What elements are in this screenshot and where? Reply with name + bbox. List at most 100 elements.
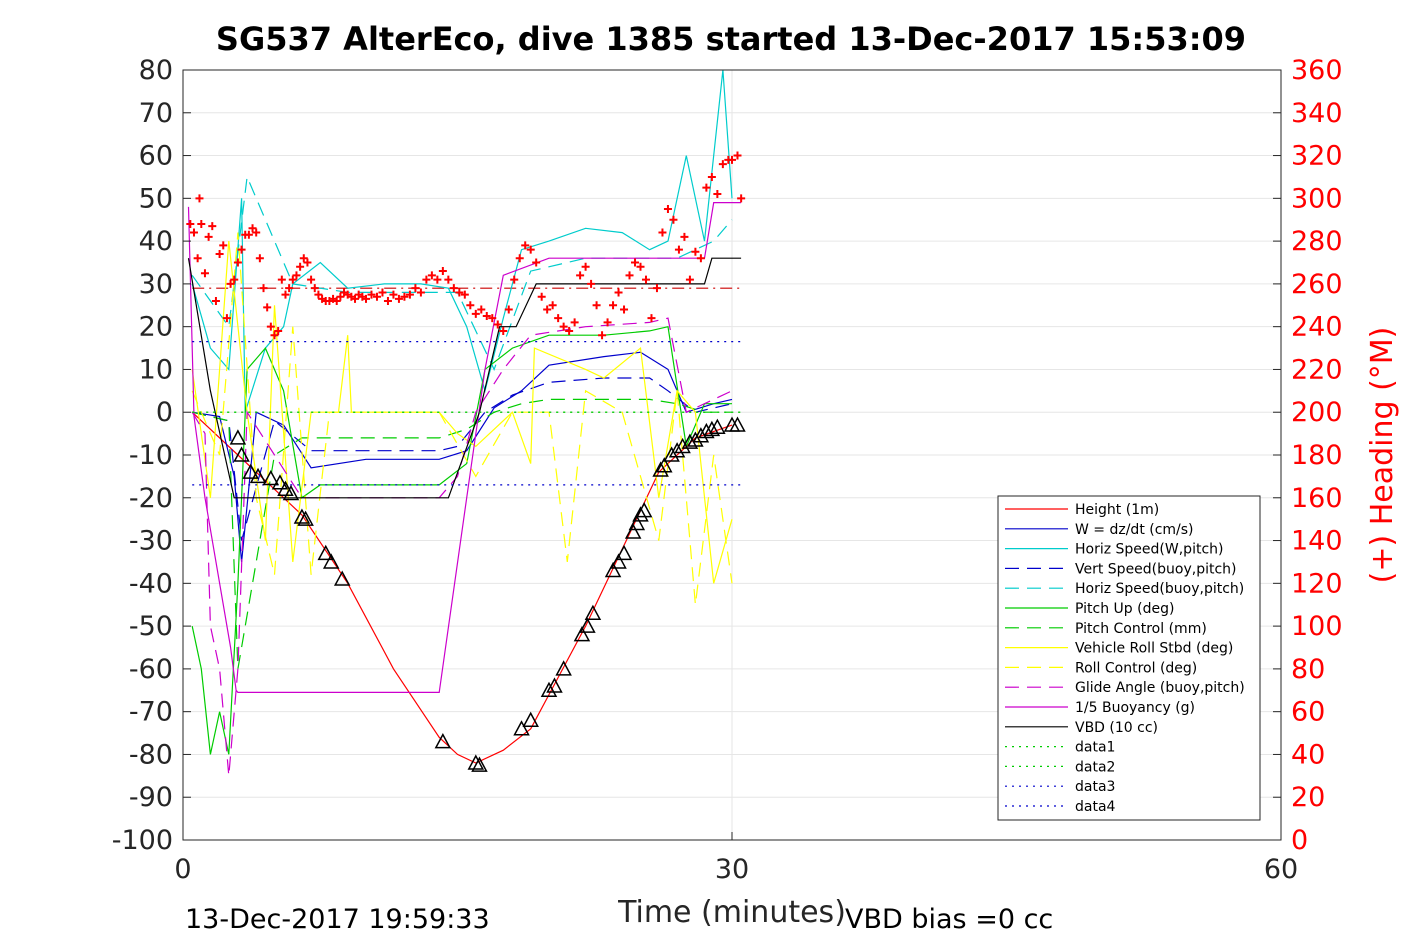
- heading-point: [603, 318, 612, 327]
- depth-marker: [668, 442, 686, 458]
- heading-point: [248, 224, 257, 233]
- y-tick-label: 30: [139, 269, 173, 300]
- y-right-tick-label: 300: [1291, 183, 1343, 214]
- depth-marker: [698, 422, 715, 439]
- series-line-6: [192, 398, 732, 670]
- heading-point: [685, 275, 694, 284]
- depth-marker: [271, 474, 289, 490]
- heading-point: [427, 271, 436, 280]
- y-tick-label: 70: [139, 98, 173, 129]
- heading-point: [208, 222, 217, 231]
- legend-label: Height (1m): [1075, 502, 1159, 518]
- depth-marker: [540, 681, 558, 698]
- heading-point: [449, 284, 458, 293]
- legend-label: 1/5 Buoyancy (g): [1075, 700, 1195, 716]
- heading-point: [394, 294, 403, 303]
- heading-point: [378, 288, 387, 297]
- series-line-2: [191, 70, 733, 413]
- legend-label: Pitch Control (mm): [1075, 621, 1207, 637]
- heading-point: [493, 320, 502, 329]
- heading-point: [592, 301, 601, 310]
- depth-marker: [687, 431, 704, 447]
- chart-title: SG537 AlterEco, dive 1385 started 13-Dec…: [216, 20, 1246, 58]
- depth-marker: [522, 711, 539, 727]
- heading-point: [532, 258, 541, 267]
- heading-point: [292, 271, 301, 280]
- heading-point: [200, 269, 209, 278]
- heading-point: [663, 205, 672, 214]
- heading-point: [658, 228, 667, 237]
- depth-marker: [467, 754, 485, 770]
- heading-point: [411, 284, 420, 293]
- heading-point: [433, 275, 442, 284]
- depth-marker: [229, 429, 247, 445]
- heading-point: [259, 284, 268, 293]
- heading-point: [674, 245, 683, 254]
- depth-marker: [635, 502, 653, 518]
- heading-point: [281, 290, 290, 299]
- depth-marker: [282, 484, 300, 501]
- heading-point: [609, 301, 618, 310]
- heading-point: [510, 275, 519, 284]
- y-axis-left: 80 70 60 50 40 30 20 10 0 -10 -20 -30 -40 -50 -60 -70 -8…: [112, 55, 191, 856]
- depth-marker: [242, 463, 259, 479]
- series-line-8: [191, 232, 733, 605]
- depth-marker: [604, 561, 622, 578]
- heading-point: [400, 292, 409, 301]
- heading-point: [226, 279, 235, 288]
- y-right-tick-label: 60: [1291, 697, 1325, 728]
- depth-marker: [573, 626, 591, 642]
- heading-point: [193, 254, 202, 263]
- depth-marker: [624, 523, 642, 539]
- y-right-tick-label: 40: [1291, 739, 1325, 770]
- heading-point: [581, 262, 590, 271]
- heading-point: [598, 331, 607, 340]
- heading-point: [314, 290, 323, 299]
- heading-point: [526, 245, 535, 254]
- legend-label: VBD (10 cc): [1075, 720, 1158, 736]
- legend: Height (1m) W = dz/dt (cm/s) Horiz Speed(W…: [997, 495, 1261, 821]
- depth-marker: [632, 506, 649, 522]
- heading-point: [215, 249, 224, 258]
- y-tick-label: 10: [139, 354, 173, 385]
- heading-point: [351, 294, 360, 303]
- y-right-tick-label: 340: [1291, 98, 1343, 129]
- heading-point: [274, 326, 283, 335]
- heading-point: [691, 247, 700, 256]
- heading-point: [197, 220, 206, 228]
- heading-point: [405, 290, 414, 299]
- depth-marker: [628, 514, 646, 531]
- y-tick-label: -20: [129, 483, 173, 514]
- y-right-tick-label: 180: [1291, 440, 1343, 471]
- heading-point: [504, 305, 513, 314]
- heading-point: [521, 241, 530, 250]
- heading-point: [438, 267, 447, 276]
- depth-marker: [513, 720, 530, 736]
- x-axis: 0 30 60: [174, 832, 1298, 885]
- heading-point: [266, 322, 275, 331]
- heading-point: [303, 258, 312, 267]
- heading-point: [466, 301, 475, 310]
- y-right-tick-label: 80: [1291, 654, 1325, 685]
- heading-point: [543, 305, 552, 314]
- heading-point: [288, 275, 297, 284]
- heading-point: [444, 275, 453, 284]
- depth-marker: [584, 604, 602, 621]
- depth-marker: [471, 756, 488, 772]
- heading-point: [652, 284, 661, 293]
- heading-point: [255, 254, 264, 263]
- legend-label: data2: [1075, 759, 1115, 775]
- depth-marker: [233, 446, 250, 462]
- heading-point: [641, 275, 650, 284]
- y-tick-label: 50: [139, 183, 173, 214]
- y-right-tick-label: 0: [1291, 825, 1308, 856]
- heading-point: [230, 275, 239, 284]
- y-right-tick-label: 160: [1291, 483, 1343, 514]
- legend-label: data3: [1075, 779, 1115, 795]
- heading-point: [422, 275, 431, 284]
- x-tick-label: 60: [1264, 854, 1298, 885]
- depth-marker: [317, 544, 334, 561]
- y-right-tick-label: 120: [1291, 568, 1343, 599]
- series-line-3: [192, 377, 733, 541]
- depth-marker: [555, 660, 572, 676]
